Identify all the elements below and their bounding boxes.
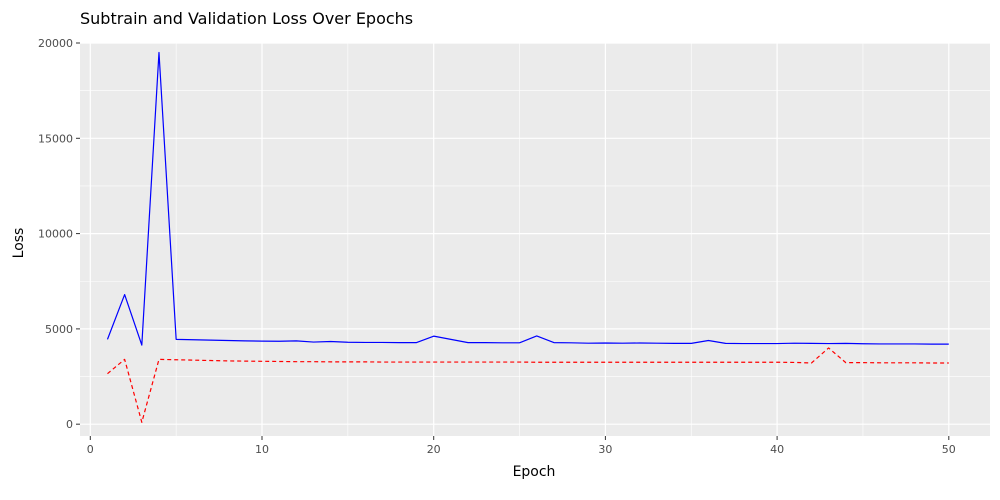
x-axis-ticks: 0 10 20 30 40 50 — [87, 436, 956, 456]
series-lines — [106, 51, 949, 423]
y-axis-ticks: 0 5000 10000 15000 20000 — [38, 37, 80, 431]
major-gridlines — [80, 42, 990, 436]
y-tick-label: 15000 — [38, 132, 73, 145]
subtrain-loss-line — [106, 51, 949, 346]
x-tick-label: 20 — [427, 443, 441, 456]
minor-gridlines — [80, 43, 990, 436]
x-tick-label: 10 — [255, 443, 269, 456]
y-axis-title: Loss — [11, 228, 27, 259]
y-tick-label: 20000 — [38, 37, 73, 50]
x-tick-label: 30 — [598, 443, 612, 456]
y-tick-label: 5000 — [45, 323, 73, 336]
chart-title: Subtrain and Validation Loss Over Epochs — [80, 9, 413, 28]
x-tick-label: 40 — [770, 443, 784, 456]
y-tick-label: 0 — [66, 418, 73, 431]
x-axis-title: Epoch — [513, 464, 556, 480]
y-tick-label: 10000 — [38, 228, 73, 241]
plot-panel — [80, 43, 990, 436]
x-tick-label: 0 — [87, 443, 94, 456]
x-tick-label: 50 — [942, 443, 956, 456]
validation-loss-line — [107, 347, 949, 423]
